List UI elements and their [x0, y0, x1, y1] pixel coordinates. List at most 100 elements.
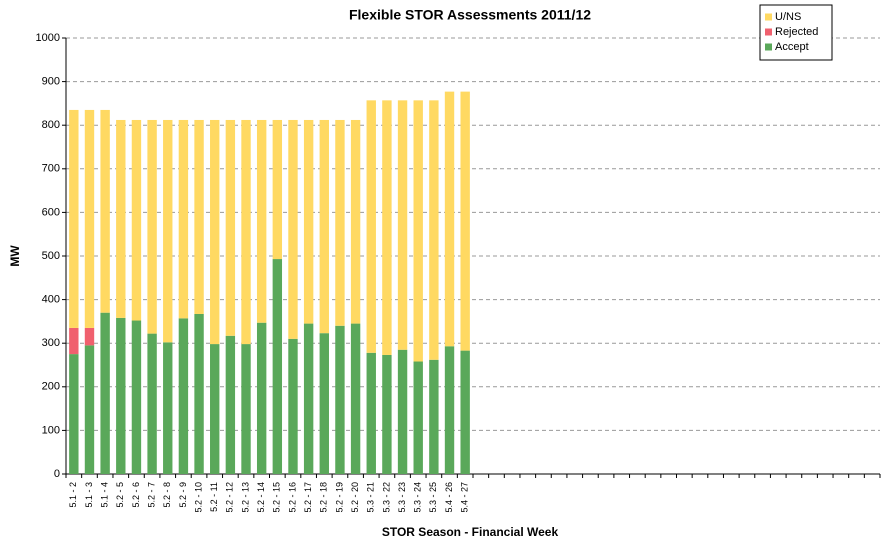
- x-tick-label: 5.4 - 26: [444, 482, 454, 513]
- bar-segment: [256, 322, 267, 474]
- bar-segment: [225, 335, 236, 474]
- bar-segment: [84, 109, 95, 328]
- x-tick-label: 5.3 - 23: [397, 482, 407, 513]
- x-tick-label: 5.2 - 5: [115, 482, 125, 508]
- y-tick-label: 0: [54, 468, 60, 480]
- bar-segment: [397, 349, 408, 474]
- bar-segment: [382, 100, 392, 355]
- bar-segment: [444, 91, 455, 347]
- bar-segment: [366, 100, 376, 353]
- x-tick-label: 5.3 - 24: [413, 482, 423, 513]
- bar-segment: [319, 119, 329, 334]
- x-tick-label: 5.2 - 17: [303, 482, 313, 513]
- x-tick-label: 5.1 - 2: [68, 482, 78, 508]
- x-tick-label: 5.2 - 19: [334, 482, 344, 513]
- bar-segment: [429, 100, 439, 360]
- y-tick-label: 700: [42, 163, 60, 175]
- bar-segment: [350, 323, 361, 474]
- x-tick-label: 5.1 - 3: [84, 482, 94, 508]
- x-axis-title: STOR Season - Financial Week: [382, 525, 559, 539]
- bar-segment: [460, 350, 470, 474]
- bar-segment: [194, 119, 204, 314]
- x-tick-label: 5.1 - 4: [100, 482, 110, 508]
- bar-segment: [163, 342, 173, 474]
- x-tick-label: 5.2 - 15: [272, 482, 282, 513]
- x-tick-label: 5.4 - 27: [460, 482, 470, 513]
- bar-segment: [241, 344, 251, 474]
- bar-segment: [163, 119, 173, 343]
- x-tick-label: 5.2 - 14: [256, 482, 266, 513]
- legend-swatch: [765, 13, 772, 21]
- x-tick-label: 5.2 - 8: [162, 482, 172, 508]
- x-tick-label: 5.2 - 13: [240, 482, 250, 513]
- bar-segment: [460, 91, 470, 351]
- x-tick-label: 5.2 - 16: [287, 482, 297, 513]
- bar-segment: [319, 333, 329, 474]
- bar-segment: [288, 119, 298, 339]
- bar-segment: [100, 109, 110, 313]
- bar-segment: [210, 344, 220, 474]
- bar-segment: [116, 317, 126, 474]
- legend-swatch: [765, 43, 772, 51]
- y-tick-label: 500: [42, 250, 60, 262]
- y-tick-label: 600: [42, 206, 60, 218]
- bar-segment: [366, 352, 376, 474]
- chart-title: Flexible STOR Assessments 2011/12: [349, 7, 591, 23]
- x-tick-label: 5.2 - 12: [225, 482, 235, 513]
- x-tick-label: 5.2 - 18: [319, 482, 329, 513]
- bar-segment: [413, 361, 423, 474]
- bar-segment: [210, 119, 220, 345]
- bar-segment: [335, 119, 345, 326]
- bar-segment: [350, 119, 361, 324]
- bar-segment: [241, 119, 251, 345]
- legend-label: Rejected: [775, 26, 818, 38]
- bar-segment: [147, 333, 157, 474]
- bar-segment: [413, 100, 423, 362]
- legend-label: U/NS: [775, 11, 801, 23]
- bar-segment: [288, 338, 298, 474]
- bar-segment: [69, 327, 79, 355]
- y-tick-label: 800: [42, 119, 60, 131]
- bar-segment: [382, 354, 392, 474]
- legend-label: Accept: [775, 41, 809, 53]
- x-tick-label: 5.2 - 11: [209, 482, 219, 512]
- bar-segment: [225, 119, 236, 336]
- bar-segment: [178, 119, 189, 319]
- bar-segment: [131, 119, 142, 321]
- y-tick-label: 900: [42, 76, 60, 88]
- bar-segment: [84, 345, 95, 474]
- y-tick-label: 1000: [36, 32, 60, 44]
- bar-segment: [116, 119, 126, 318]
- bar-segment: [69, 354, 79, 474]
- y-axis-title: MW: [8, 245, 22, 267]
- bar-segment: [303, 119, 314, 324]
- bar-segment: [84, 327, 95, 346]
- x-tick-label: 5.3 - 21: [366, 482, 376, 513]
- x-tick-label: 5.2 - 20: [350, 482, 360, 513]
- legend-swatch: [765, 28, 772, 36]
- bar-segment: [194, 313, 204, 474]
- bar-segment: [397, 100, 408, 350]
- bar-segment: [147, 119, 157, 334]
- x-tick-label: 5.2 - 7: [146, 482, 156, 508]
- y-tick-label: 300: [42, 337, 60, 349]
- bar-segment: [256, 119, 267, 323]
- x-tick-label: 5.3 - 25: [428, 482, 438, 513]
- bar-segment: [272, 259, 283, 474]
- y-tick-label: 400: [42, 294, 60, 306]
- bar-segment: [131, 320, 142, 474]
- bar-segment: [100, 312, 110, 474]
- y-tick-label: 200: [42, 381, 60, 393]
- x-tick-label: 5.2 - 6: [131, 482, 141, 508]
- x-tick-label: 5.3 - 22: [381, 482, 391, 513]
- bar-segment: [69, 109, 79, 328]
- bar-segment: [178, 318, 189, 474]
- bar-segment: [429, 359, 439, 474]
- x-tick-label: 5.2 - 9: [178, 482, 188, 508]
- bar-segment: [444, 346, 455, 474]
- y-tick-label: 100: [42, 424, 60, 436]
- x-tick-label: 5.2 - 10: [193, 482, 203, 513]
- bar-segment: [303, 323, 314, 474]
- bar-segment: [335, 325, 345, 474]
